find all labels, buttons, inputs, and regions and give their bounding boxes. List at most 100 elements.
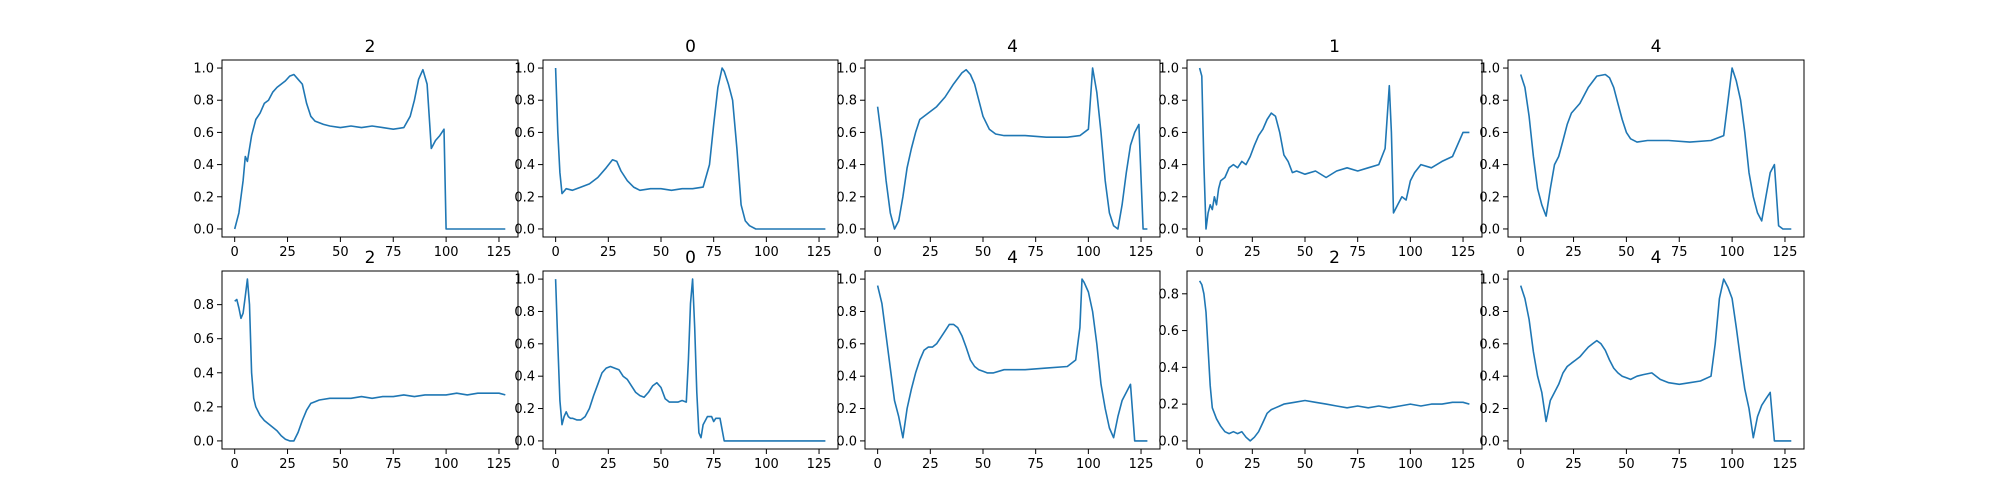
x-tick-label: 100 — [1076, 457, 1101, 472]
x-tick-label: 125 — [487, 457, 512, 472]
y-tick-label: 0.2 — [193, 190, 214, 205]
x-tick-label: 125 — [1451, 457, 1476, 472]
subplot-7: 0 0 25 50 75 100 125 0.0 0.2 0.4 0.6 0.8 1.0 — [514, 248, 839, 472]
subplot-3: 4 0 25 50 75 100 125 0.0 0.2 0.4 0.6 0.8 1.0 — [836, 37, 1161, 260]
x-tick-label: 25 — [1565, 245, 1582, 260]
x-tick-label: 0 — [552, 457, 560, 472]
subplot-6: 2 0 25 50 75 100 125 0.0 0.2 0.4 0.6 0.8 — [193, 248, 519, 472]
axes-frame — [864, 59, 1161, 238]
y-tick-label: 0.8 — [514, 305, 535, 320]
series-line — [554, 278, 826, 442]
series-line — [1519, 67, 1792, 230]
y-tick-label: 0.2 — [1479, 402, 1500, 417]
x-tick-label: 50 — [332, 245, 349, 260]
x-tick-label: 125 — [487, 245, 512, 260]
x-tick-label: 125 — [1773, 457, 1798, 472]
y-tick-label: 0.0 — [836, 434, 857, 449]
x-tick-label: 25 — [922, 245, 939, 260]
subplot-title: 4 — [1007, 37, 1018, 57]
y-tick-label: 0.0 — [514, 222, 535, 237]
x-tick-label: 50 — [1297, 245, 1314, 260]
y-tick-label: 0.6 — [1479, 126, 1500, 141]
y-tick-label: 0.6 — [1158, 324, 1179, 339]
x-tick-label: 25 — [279, 245, 296, 260]
x-tick-label: 0 — [874, 457, 882, 472]
y-tick-label: 0.4 — [193, 158, 214, 173]
axes-frame — [542, 270, 839, 450]
y-tick-label: 1.0 — [836, 62, 857, 77]
y-tick-label: 0.2 — [836, 190, 857, 205]
x-tick-label: 0 — [552, 245, 560, 260]
y-tick-label: 0.6 — [1158, 126, 1179, 141]
x-tick-label: 125 — [807, 457, 832, 472]
x-tick-label: 75 — [1671, 245, 1688, 260]
y-tick-label: 0.4 — [1479, 158, 1500, 173]
y-tick-label: 0.6 — [193, 332, 214, 347]
subplot-title: 4 — [1651, 248, 1662, 268]
x-tick-label: 125 — [1129, 245, 1154, 260]
y-tick-label: 1.0 — [1479, 273, 1500, 288]
series-line — [554, 67, 826, 230]
x-tick-label: 50 — [332, 457, 349, 472]
x-tick-label: 100 — [754, 245, 779, 260]
subplot-5: 4 0 25 50 75 100 125 0.0 0.2 0.4 0.6 0.8 1.0 — [1479, 37, 1805, 260]
x-tick-label: 50 — [1618, 245, 1635, 260]
y-tick-label: 0.4 — [514, 370, 535, 385]
x-tick-label: 25 — [922, 457, 939, 472]
y-tick-label: 0.2 — [1158, 398, 1179, 413]
y-tick-label: 1.0 — [1158, 62, 1179, 77]
subplot-title: 2 — [365, 248, 376, 268]
x-tick-label: 125 — [1129, 457, 1154, 472]
y-tick-label: 0.8 — [514, 94, 535, 109]
y-tick-label: 0.0 — [193, 222, 214, 237]
series-line — [1198, 280, 1470, 442]
x-tick-label: 0 — [1517, 457, 1525, 472]
subplot-1: 2 0 25 50 75 100 125 0.0 0.2 0.4 0.6 0.8 1.0 — [193, 37, 519, 260]
y-tick-label: 0.2 — [193, 400, 214, 415]
y-tick-label: 0.8 — [193, 94, 214, 109]
x-tick-label: 0 — [1196, 245, 1204, 260]
y-tick-label: 0.2 — [1158, 190, 1179, 205]
x-tick-label: 25 — [600, 457, 617, 472]
axes-frame — [542, 59, 839, 238]
y-tick-label: 0.8 — [1158, 287, 1179, 302]
y-tick-label: 1.0 — [193, 62, 214, 77]
x-tick-label: 25 — [1565, 457, 1582, 472]
x-tick-label: 25 — [1244, 457, 1261, 472]
x-tick-label: 75 — [1349, 457, 1366, 472]
x-tick-label: 100 — [434, 245, 459, 260]
x-tick-label: 75 — [385, 245, 402, 260]
x-tick-label: 75 — [1671, 457, 1688, 472]
x-tick-label: 100 — [754, 457, 779, 472]
subplot-title: 4 — [1007, 248, 1018, 268]
y-tick-label: 0.4 — [1158, 361, 1179, 376]
y-tick-label: 0.4 — [1158, 158, 1179, 173]
y-tick-label: 0.0 — [514, 434, 535, 449]
series-line — [876, 67, 1148, 230]
x-tick-label: 75 — [1349, 245, 1366, 260]
series-line — [233, 68, 506, 230]
y-tick-label: 1.0 — [514, 62, 535, 77]
y-tick-label: 0.4 — [1479, 370, 1500, 385]
y-tick-label: 0.6 — [514, 337, 535, 352]
y-tick-label: 0.4 — [193, 366, 214, 381]
series-line — [1198, 67, 1470, 230]
y-tick-label: 0.0 — [1158, 434, 1179, 449]
x-tick-label: 75 — [705, 245, 722, 260]
y-tick-label: 0.0 — [1158, 222, 1179, 237]
x-tick-label: 75 — [1027, 457, 1044, 472]
subplot-title: 1 — [1329, 37, 1340, 57]
y-tick-label: 0.6 — [1479, 337, 1500, 352]
x-tick-label: 100 — [434, 457, 459, 472]
x-tick-label: 25 — [1244, 245, 1261, 260]
x-tick-label: 75 — [385, 457, 402, 472]
y-tick-label: 1.0 — [836, 273, 857, 288]
y-tick-label: 0.6 — [514, 126, 535, 141]
y-tick-label: 0.8 — [1479, 94, 1500, 109]
axes-frame — [221, 270, 519, 450]
x-tick-label: 50 — [653, 245, 670, 260]
subplot-4: 1 0 25 50 75 100 125 0.0 0.2 0.4 0.6 0.8 1.0 — [1158, 37, 1483, 260]
y-tick-label: 0.4 — [836, 158, 857, 173]
series-line — [234, 278, 506, 442]
x-tick-label: 50 — [975, 457, 992, 472]
